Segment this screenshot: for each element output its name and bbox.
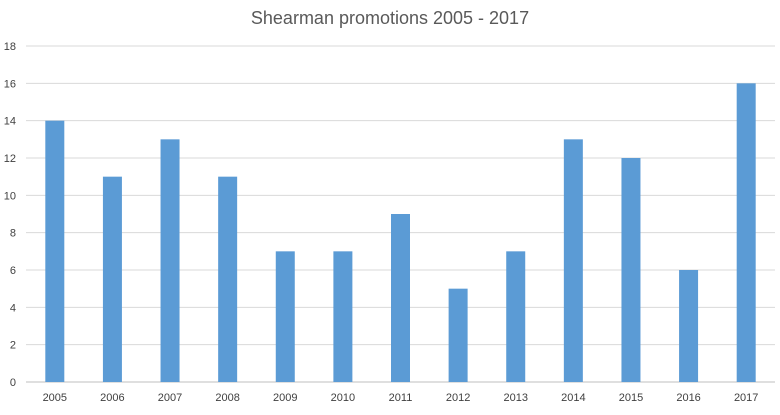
y-tick-label: 10 [4, 190, 16, 202]
x-tick-label: 2008 [215, 392, 239, 404]
bar-2015 [621, 158, 641, 382]
x-tick-label: 2011 [389, 392, 413, 404]
bar-2017 [736, 83, 756, 382]
y-tick-label: 18 [4, 41, 16, 53]
y-tick-label: 2 [10, 340, 16, 352]
y-tick-label: 4 [10, 302, 16, 314]
y-tick-label: 8 [10, 228, 16, 240]
bar-2016 [679, 270, 699, 382]
x-tick-label: 2015 [619, 392, 643, 404]
bar-2005 [45, 120, 65, 383]
x-tick-label: 2016 [676, 392, 700, 404]
x-tick-label: 2010 [331, 392, 355, 404]
x-axis-ticks: 2005 2006 2007 2008 2009 2010 2011 2012 2013 2014… [43, 392, 759, 404]
x-tick-label: 2006 [100, 392, 124, 404]
x-tick-label: 2014 [561, 392, 585, 404]
bars [45, 83, 756, 383]
bar-2013 [506, 251, 526, 382]
bar-2006 [102, 176, 122, 382]
y-tick-label: 0 [10, 377, 16, 389]
bar-2010 [333, 251, 353, 382]
bar-2011 [391, 214, 410, 382]
chart-title: Shearman promotions 2005 - 2017 [250, 8, 530, 28]
x-tick-label: 2013 [503, 392, 527, 404]
x-tick-label: 2017 [734, 392, 758, 404]
y-tick-label: 16 [4, 78, 16, 90]
y-tick-label: 6 [10, 265, 16, 277]
bar-2009 [275, 251, 295, 382]
bar-2008 [218, 176, 238, 382]
x-tick-label: 2007 [158, 392, 182, 404]
y-tick-label: 12 [4, 153, 16, 165]
bar-2007 [160, 139, 180, 382]
x-tick-label: 2009 [273, 392, 297, 404]
x-tick-label: 2012 [446, 392, 470, 404]
bar-2014 [563, 139, 583, 382]
bar-2012 [448, 288, 468, 382]
x-tick-label: 2005 [43, 392, 67, 404]
y-tick-label: 14 [4, 116, 16, 128]
y-axis-ticks: 0 2 4 6 8 10 12 14 16 18 [4, 41, 16, 389]
